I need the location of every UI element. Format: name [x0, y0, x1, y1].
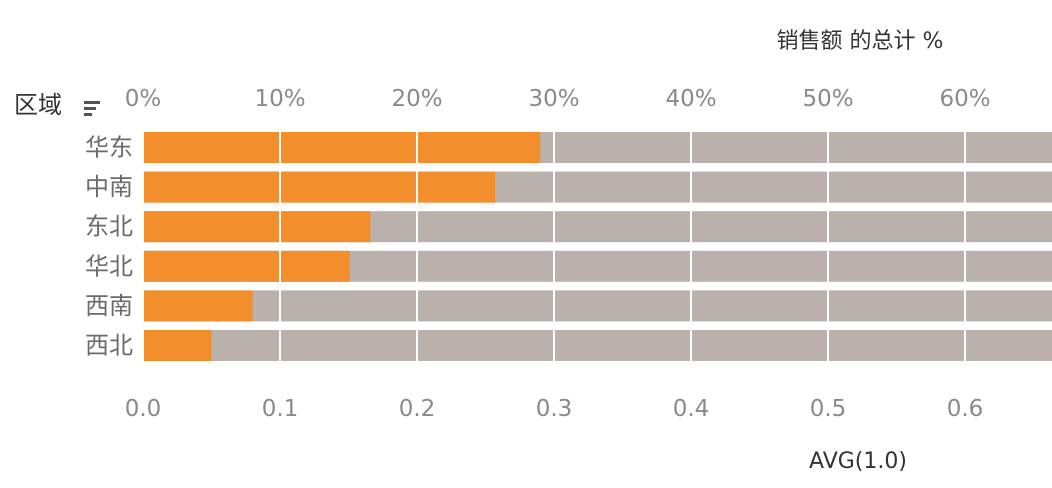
category-label: 西南 — [85, 292, 133, 320]
bar-sales-percent[interactable] — [143, 290, 253, 322]
bottom-tick-label: 0.1 — [262, 396, 299, 422]
sort-descending-icon[interactable] — [84, 101, 100, 116]
top-tick-label: 60% — [939, 86, 990, 112]
top-tick-label: 10% — [254, 86, 305, 112]
row-field-header: 区域 — [14, 91, 62, 119]
bottom-tick-label: 0.2 — [399, 396, 436, 422]
gridlines — [142, 130, 966, 372]
bar-avg[interactable] — [143, 290, 1052, 322]
bars — [143, 132, 1052, 361]
category-label: 华北 — [85, 252, 133, 280]
bottom-tick-label: 0.6 — [947, 396, 984, 422]
bar-sales-percent[interactable] — [143, 250, 350, 282]
category-label: 东北 — [85, 213, 133, 241]
category-label: 西北 — [85, 332, 133, 360]
category-label: 中南 — [85, 173, 133, 201]
bar-sales-percent[interactable] — [143, 132, 541, 163]
top-tick-label: 40% — [665, 86, 716, 112]
top-tick-label: 50% — [802, 86, 853, 112]
bottom-axis-title: AVG(1.0) — [809, 449, 907, 474]
top-axis-ticks: 0% 10% 20% 30% 40% 50% 60% — [125, 86, 991, 112]
bar-sales-percent[interactable] — [143, 171, 496, 203]
top-axis-title: 销售额 的总计 % — [777, 29, 944, 54]
bottom-tick-label: 0.0 — [125, 396, 162, 422]
top-tick-label: 0% — [125, 86, 162, 112]
bar-sales-percent[interactable] — [143, 211, 371, 243]
category-label: 华东 — [85, 134, 133, 162]
bar-avg[interactable] — [143, 330, 1052, 361]
bottom-tick-label: 0.5 — [810, 396, 847, 422]
bar-sales-percent[interactable] — [143, 330, 212, 361]
bottom-tick-label: 0.4 — [673, 396, 710, 422]
bottom-tick-label: 0.3 — [536, 396, 573, 422]
top-tick-label: 30% — [528, 86, 579, 112]
top-tick-label: 20% — [391, 86, 442, 112]
bottom-axis-ticks: 0.0 0.1 0.2 0.3 0.4 0.5 0.6 — [125, 396, 984, 422]
